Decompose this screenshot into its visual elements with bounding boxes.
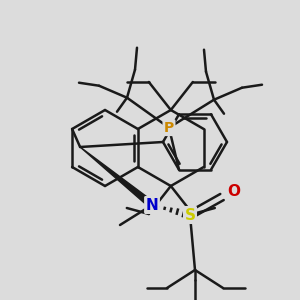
Text: N: N — [146, 197, 158, 212]
Text: P: P — [164, 121, 174, 135]
Polygon shape — [80, 147, 154, 208]
Text: O: O — [227, 184, 241, 200]
Text: S: S — [184, 208, 196, 223]
